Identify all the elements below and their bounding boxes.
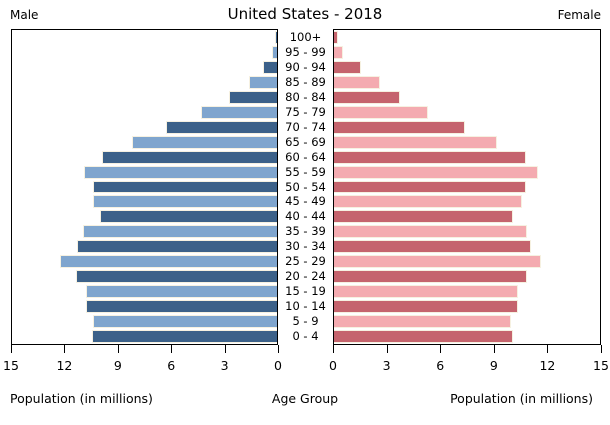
x-axis-tick-label: 15 [3,358,19,373]
male-bar-100+ [275,31,277,44]
x-axis-tick [386,345,388,353]
x-axis-tick [224,345,226,353]
x-axis-tick [64,345,66,353]
female-bar-80-84 [334,90,400,104]
age-group-label: 95 - 99 [285,44,326,59]
female-bar-0-4 [334,330,514,343]
male-bar-40-44 [100,210,277,224]
age-group-label: 50 - 54 [285,179,326,194]
male-bar-85-89 [248,75,277,89]
chart-title: United States - 2018 [227,5,383,23]
age-group-label: 70 - 74 [285,119,326,134]
x-axis-tick-label: 0 [329,358,337,373]
female-bar-40-44 [334,210,514,224]
male-bar-10-14 [86,300,277,314]
male-bars-panel [11,29,278,345]
age-group-axis: 100+ 95 - 99 90 - 94 85 - 89 80 - 84 75 - 79 7… [278,30,333,344]
female-bar-25-29 [334,255,542,269]
female-bar-85-89 [334,75,381,89]
male-bar-5-9 [93,315,277,329]
x-axis-tick-label: 9 [113,358,122,373]
x-axis-tick [601,345,602,353]
male-bar-90-94 [262,60,277,74]
x-axis-tick [333,345,334,353]
x-axis-tick-label: 12 [539,358,556,373]
age-group-label: 60 - 64 [285,149,326,164]
age-group-label: 20 - 24 [285,269,326,284]
x-axis-tick [171,345,173,353]
age-group-label: 15 - 19 [285,284,326,299]
female-bar-95-99 [334,45,343,59]
center-xaxis-label: Age Group [271,391,339,406]
x-axis-tick-label: 12 [56,358,73,373]
age-group-label: 30 - 34 [285,239,326,254]
x-axis-tick-label: 9 [489,358,498,373]
x-axis-tick-label: 0 [274,358,282,373]
male-bar-75-79 [201,105,277,119]
male-bar-25-29 [59,255,277,269]
male-bar-30-34 [77,240,277,254]
female-bar-70-74 [334,120,466,134]
left-xaxis-label: Population (in millions) [10,391,153,406]
male-bar-60-64 [102,150,277,164]
male-bar-95-99 [271,45,277,59]
male-bar-15-19 [86,285,277,299]
female-bar-90-94 [334,60,361,74]
x-axis-tick [547,345,549,353]
female-side-label: Female [557,8,601,22]
age-group-label: 90 - 94 [285,59,326,74]
x-axis-tick-label: 6 [167,358,176,373]
x-axis-tick-label: 3 [220,358,229,373]
male-bar-65-69 [132,135,277,149]
female-bar-50-54 [334,180,526,194]
male-bar-35-39 [82,225,277,239]
female-bar-20-24 [334,270,528,284]
female-bar-60-64 [334,150,526,164]
male-bar-55-59 [84,165,277,179]
female-bar-5-9 [334,315,512,329]
x-axis-tick-label: 3 [382,358,391,373]
x-axis-tick [117,345,119,353]
x-axis-tick-label: 6 [436,358,445,373]
age-group-label: 80 - 84 [285,89,326,104]
male-side-label: Male [10,8,39,22]
male-bar-20-24 [75,270,277,284]
age-group-label: 45 - 49 [285,194,326,209]
female-bar-75-79 [334,105,428,119]
age-group-label: 35 - 39 [285,224,326,239]
x-axis-tick-label: 15 [593,358,609,373]
age-group-label: 25 - 29 [285,254,326,269]
female-bars-panel [333,29,601,345]
male-bar-50-54 [93,180,277,194]
female-bar-10-14 [334,300,519,314]
female-bar-35-39 [334,225,528,239]
age-group-label: 10 - 14 [285,299,326,314]
x-axis-tick [440,345,442,353]
age-group-label: 55 - 59 [285,164,326,179]
female-bar-45-49 [334,195,522,209]
age-group-label: 85 - 89 [285,74,326,89]
x-axis-tick [493,345,495,353]
male-bar-80-84 [229,90,277,104]
age-group-label: 5 - 9 [292,314,319,329]
age-group-label: 75 - 79 [285,104,326,119]
age-group-label: 40 - 44 [285,209,326,224]
x-axis-tick [11,345,12,353]
age-group-label: 65 - 69 [285,134,326,149]
right-xaxis-label: Population (in millions) [450,391,593,406]
female-bar-15-19 [334,285,519,299]
female-bar-55-59 [334,165,538,179]
male-bar-45-49 [93,195,277,209]
female-bar-100+ [334,31,338,44]
male-bar-0-4 [91,330,277,343]
female-bar-65-69 [334,135,498,149]
female-bar-30-34 [334,240,531,254]
male-bar-70-74 [165,120,277,134]
x-axis-tick [278,345,279,353]
age-group-label: 0 - 4 [292,329,319,344]
age-group-label: 100+ [289,30,322,44]
